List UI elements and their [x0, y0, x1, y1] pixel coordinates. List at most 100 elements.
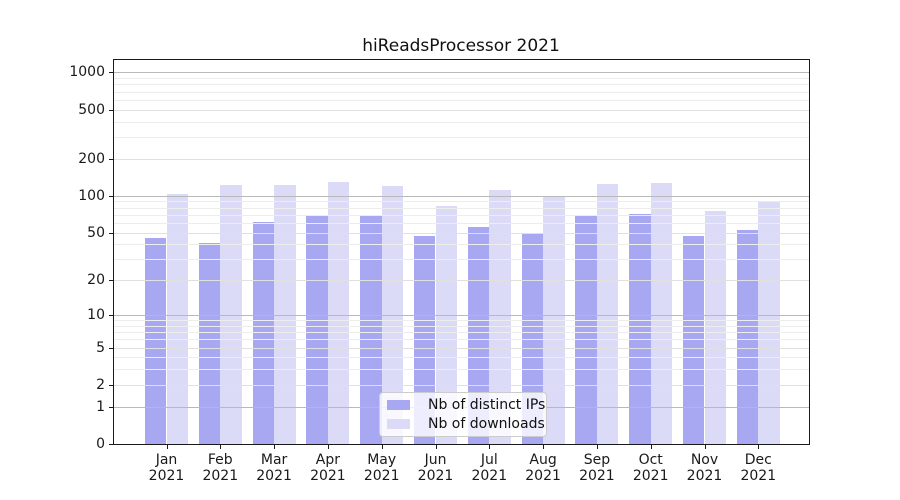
gridline	[114, 201, 809, 203]
x-tick	[166, 445, 168, 449]
y-tick-label: 200	[78, 150, 105, 167]
gridline	[114, 78, 809, 79]
y-tick	[109, 406, 113, 408]
legend-item: Nb of downloads	[387, 416, 546, 432]
y-tick-label: 0	[96, 436, 105, 452]
y-tick	[109, 158, 113, 160]
bar-nb-of-distinct-ips-oct	[629, 213, 651, 444]
y-tick-label: 1000	[69, 64, 105, 81]
x-tick-label-apr: Apr 2021	[310, 452, 346, 484]
gridline	[114, 195, 809, 197]
gridline	[114, 207, 809, 209]
y-tick	[109, 444, 113, 445]
y-tick	[109, 109, 113, 111]
gridline	[114, 121, 809, 123]
x-tick-label-mar: Mar 2021	[256, 452, 292, 484]
y-tick	[109, 315, 113, 316]
gridline	[114, 384, 809, 386]
gridline	[114, 280, 809, 282]
x-tick	[220, 445, 222, 449]
x-tick-label-feb: Feb 2021	[202, 452, 239, 484]
x-tick	[650, 445, 652, 449]
legend-swatch-downloads	[387, 419, 410, 429]
x-tick	[435, 445, 437, 449]
x-tick-label-jul: Jul 2021	[471, 452, 508, 484]
gridline	[114, 84, 809, 86]
chart-title: hiReadsProcessor 2021	[362, 36, 560, 56]
legend-label-downloads: Nb of downloads	[428, 416, 545, 432]
y-tick-label: 2	[96, 376, 105, 393]
y-tick-label: 50	[87, 224, 105, 241]
gridline	[114, 325, 809, 327]
gridline	[114, 137, 809, 138]
gridline	[114, 332, 809, 334]
x-tick	[704, 445, 706, 449]
bar-nb-of-distinct-ips-dec	[736, 230, 759, 444]
gridline	[114, 222, 809, 224]
x-tick-label-jun: Jun 2021	[417, 452, 454, 484]
y-tick-label: 20	[87, 272, 105, 289]
bar-nb-of-downloads-jun	[435, 206, 458, 444]
y-tick	[109, 347, 113, 349]
gridline	[114, 357, 809, 359]
x-tick	[758, 445, 760, 449]
bar-nb-of-distinct-ips-apr	[306, 216, 328, 444]
x-tick-label-sep: Sep 2021	[579, 452, 615, 484]
gridline	[114, 232, 809, 234]
gridline	[114, 72, 809, 74]
y-tick	[109, 232, 113, 234]
y-tick-label: 500	[78, 101, 105, 118]
bar-nb-of-distinct-ips-feb	[198, 242, 221, 444]
x-tick	[543, 445, 545, 449]
bar-nb-of-downloads-jul	[489, 189, 511, 444]
x-tick-label-nov: Nov 2021	[686, 452, 723, 484]
y-tick-label: 10	[87, 307, 105, 323]
gridline	[114, 315, 809, 316]
plot-area	[113, 59, 810, 445]
x-tick-label-oct: Oct 2021	[632, 452, 669, 484]
bar-nb-of-distinct-ips-may	[360, 215, 382, 444]
bar-nb-of-downloads-jan	[166, 194, 189, 444]
gridline	[114, 99, 809, 101]
y-tick-label: 100	[78, 187, 105, 204]
y-tick	[109, 384, 113, 386]
gridline	[114, 158, 809, 160]
y-tick-label: 5	[96, 339, 105, 356]
legend-item: Nb of distinct IPs	[387, 397, 546, 413]
y-tick	[109, 280, 113, 282]
x-tick	[489, 445, 491, 449]
gridline	[114, 109, 809, 111]
bar-nb-of-distinct-ips-jan	[144, 238, 167, 444]
bar-nb-of-downloads-apr	[327, 182, 350, 444]
gridline	[114, 259, 809, 261]
bar-nb-of-distinct-ips-aug	[521, 232, 544, 444]
gridline	[114, 320, 809, 322]
gridline	[114, 244, 809, 246]
x-tick-label-jan: Jan 2021	[148, 452, 185, 484]
x-tick	[274, 445, 276, 449]
x-tick	[327, 445, 329, 449]
legend-swatch-distinct-ips	[387, 400, 410, 410]
bar-nb-of-downloads-sep	[596, 184, 619, 444]
gridline	[114, 91, 809, 93]
bar-nb-of-distinct-ips-sep	[575, 216, 597, 444]
x-tick	[381, 445, 383, 449]
gridline	[114, 369, 809, 371]
x-tick-label-dec: Dec 2021	[740, 452, 777, 484]
gridline	[114, 339, 809, 341]
y-tick	[109, 72, 113, 74]
x-tick-label-may: May 2021	[363, 452, 400, 484]
legend-label-distinct-ips: Nb of distinct IPs	[428, 397, 546, 413]
gridline	[114, 214, 809, 216]
bar-nb-of-downloads-feb	[220, 184, 242, 444]
bar-nb-of-downloads-dec	[758, 201, 780, 444]
gridline	[114, 347, 809, 349]
x-tick-label-aug: Aug 2021	[525, 452, 561, 484]
y-tick	[109, 195, 113, 197]
bar-nb-of-downloads-oct	[650, 183, 673, 444]
x-tick	[596, 445, 598, 449]
bar-nb-of-downloads-nov	[704, 211, 727, 444]
legend: Nb of distinct IPs Nb of downloads	[379, 392, 547, 437]
bar-nb-of-downloads-mar	[274, 185, 296, 444]
